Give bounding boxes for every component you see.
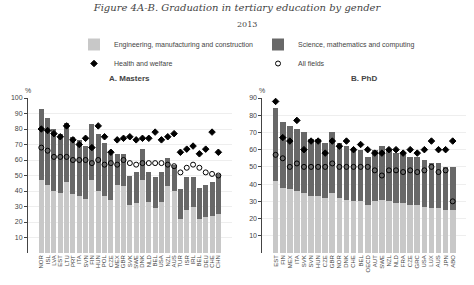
svg-text:MEX: MEX: [287, 255, 293, 268]
svg-text:NZL: NZL: [386, 255, 392, 267]
svg-text:ISL: ISL: [45, 255, 51, 265]
svg-text:CZE: CZE: [108, 255, 114, 267]
svg-text:70: 70: [249, 129, 257, 136]
svg-text:NOR: NOR: [38, 255, 44, 269]
svg-text:80: 80: [15, 125, 23, 132]
svg-text:ABO: ABO: [450, 255, 456, 268]
svg-text:ITA: ITA: [76, 255, 82, 264]
svg-text:DNK: DNK: [139, 255, 145, 268]
svg-text:70: 70: [15, 141, 23, 148]
svg-text:USA: USA: [421, 255, 427, 267]
svg-text:GBR: GBR: [120, 255, 126, 269]
svg-text:All fields: All fields: [298, 60, 325, 67]
svg-text:90: 90: [15, 110, 23, 117]
svg-text:ITA: ITA: [294, 255, 300, 264]
svg-text:40: 40: [15, 187, 23, 194]
svg-text:NOR: NOR: [336, 255, 342, 269]
svg-text:10: 10: [15, 234, 23, 241]
svg-text:AUT: AUT: [372, 255, 378, 267]
svg-text:BEL: BEL: [358, 255, 364, 267]
svg-text:SVN: SVN: [308, 255, 314, 267]
svg-text:60: 60: [249, 146, 257, 153]
svg-text:60: 60: [15, 156, 23, 163]
svg-text:SWE: SWE: [379, 255, 385, 269]
svg-text:PRT: PRT: [70, 255, 76, 267]
svg-text:ISR: ISR: [184, 255, 190, 266]
svg-text:GRC: GRC: [414, 255, 420, 269]
svg-text:CHE: CHE: [209, 255, 215, 268]
svg-text:CHN: CHN: [215, 255, 221, 268]
svg-text:LVA: LVA: [51, 255, 57, 265]
svg-text:10: 10: [249, 232, 257, 239]
svg-text:BEL: BEL: [152, 255, 158, 267]
svg-text:90: 90: [249, 94, 257, 101]
svg-text:DNK: DNK: [343, 255, 349, 268]
svg-text:JPN: JPN: [443, 255, 449, 266]
svg-text:CHE: CHE: [350, 255, 356, 268]
svg-text:100: 100: [11, 94, 23, 101]
svg-text:MEX: MEX: [114, 255, 120, 268]
svg-text:BEL: BEL: [196, 255, 202, 267]
svg-text:SVN: SVN: [83, 255, 89, 267]
svg-text:2013: 2013: [237, 20, 257, 29]
svg-text:USA: USA: [158, 255, 164, 267]
svg-text:NLD: NLD: [393, 255, 399, 268]
svg-text:DEU: DEU: [203, 255, 209, 268]
svg-text:A. Masters: A. Masters: [109, 74, 150, 83]
svg-text:NZL: NZL: [165, 255, 171, 267]
svg-text:POL: POL: [101, 255, 107, 268]
svg-text:B. PhD: B. PhD: [351, 74, 377, 83]
svg-text:50: 50: [15, 172, 23, 179]
svg-text:FIN: FIN: [89, 255, 95, 265]
svg-text:NLD: NLD: [146, 255, 152, 268]
svg-text:30: 30: [15, 203, 23, 210]
svg-text:AUS: AUS: [435, 255, 441, 267]
svg-text:30: 30: [249, 198, 257, 205]
svg-text:40: 40: [249, 181, 257, 188]
svg-text:%: %: [259, 87, 265, 94]
svg-text:20: 20: [15, 218, 23, 225]
svg-text:20: 20: [249, 215, 257, 222]
svg-text:Science, mathematics and compu: Science, mathematics and computing: [298, 41, 414, 49]
svg-text:EST: EST: [57, 255, 63, 267]
svg-text:Engineering, manufacturing and: Engineering, manufacturing and construct…: [114, 41, 253, 49]
svg-text:SVK: SVK: [301, 255, 307, 267]
svg-text:CZE: CZE: [322, 255, 328, 267]
svg-text:AUS: AUS: [171, 255, 177, 267]
svg-text:EST: EST: [273, 255, 279, 267]
svg-text:SVK: SVK: [127, 255, 133, 267]
svg-text:LUX: LUX: [428, 255, 434, 267]
svg-text:IRL: IRL: [190, 255, 196, 265]
svg-text:HUN: HUN: [315, 255, 321, 268]
svg-text:SWE: SWE: [133, 255, 139, 269]
svg-text:HUN: HUN: [95, 255, 101, 268]
svg-text:FIN: FIN: [280, 255, 286, 265]
svg-text:TUR: TUR: [177, 255, 183, 268]
svg-text:%: %: [25, 87, 31, 94]
svg-text:FRA: FRA: [400, 255, 406, 267]
svg-text:GBR: GBR: [329, 255, 335, 269]
svg-text:80: 80: [249, 112, 257, 119]
svg-text:Health and welfare: Health and welfare: [114, 60, 172, 67]
svg-text:Figure 4A-B. Graduation in ter: Figure 4A-B. Graduation in tertiary educ…: [93, 2, 382, 13]
svg-text:50: 50: [249, 163, 257, 170]
svg-text:CZE: CZE: [407, 255, 413, 267]
svg-text:OECD: OECD: [365, 255, 371, 273]
svg-text:LTU: LTU: [64, 255, 70, 266]
